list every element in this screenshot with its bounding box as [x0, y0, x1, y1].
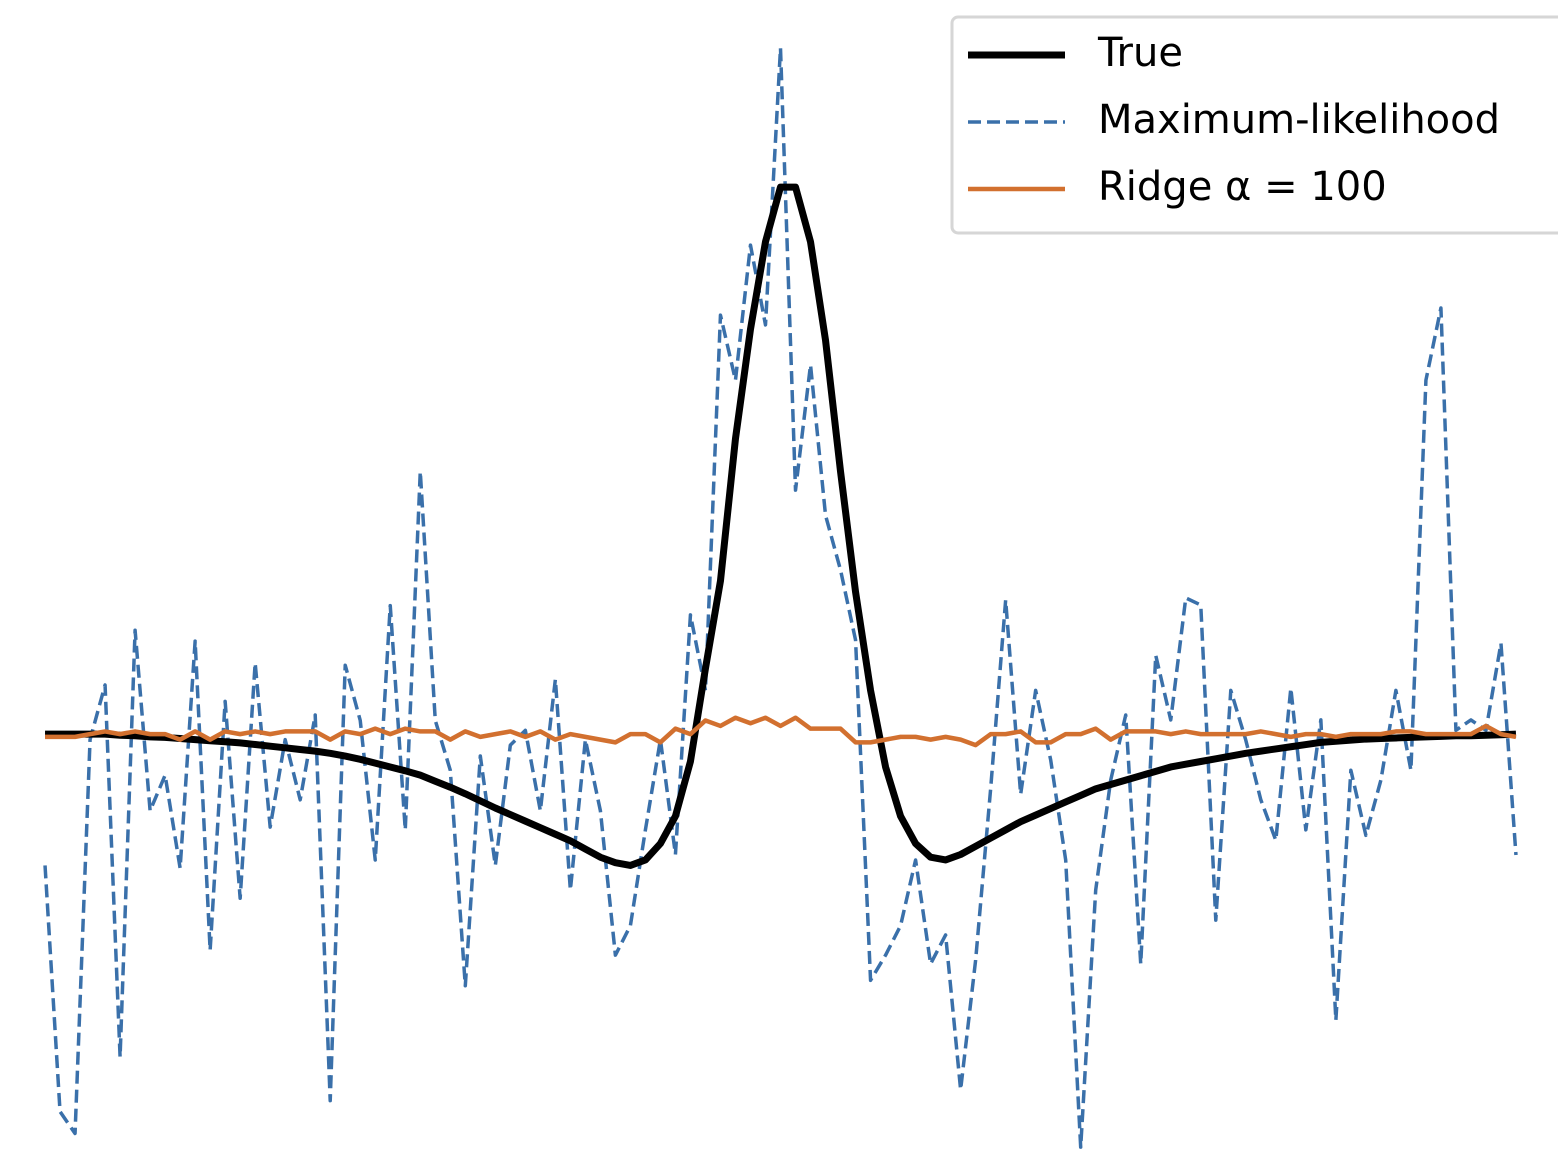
- legend-box: [950, 15, 1558, 235]
- legend: True Maximum-likelihood Ridge α = 100: [968, 30, 1500, 210]
- series-line: [45, 183, 1517, 869]
- legend-label: Ridge α = 100: [1098, 164, 1387, 210]
- legend-label: Maximum-likelihood: [1098, 97, 1500, 143]
- legend-label: True: [1097, 30, 1183, 76]
- series-line: [43, 46, 1518, 1149]
- plot-area: [43, 46, 1518, 1149]
- series-line: [45, 715, 1517, 748]
